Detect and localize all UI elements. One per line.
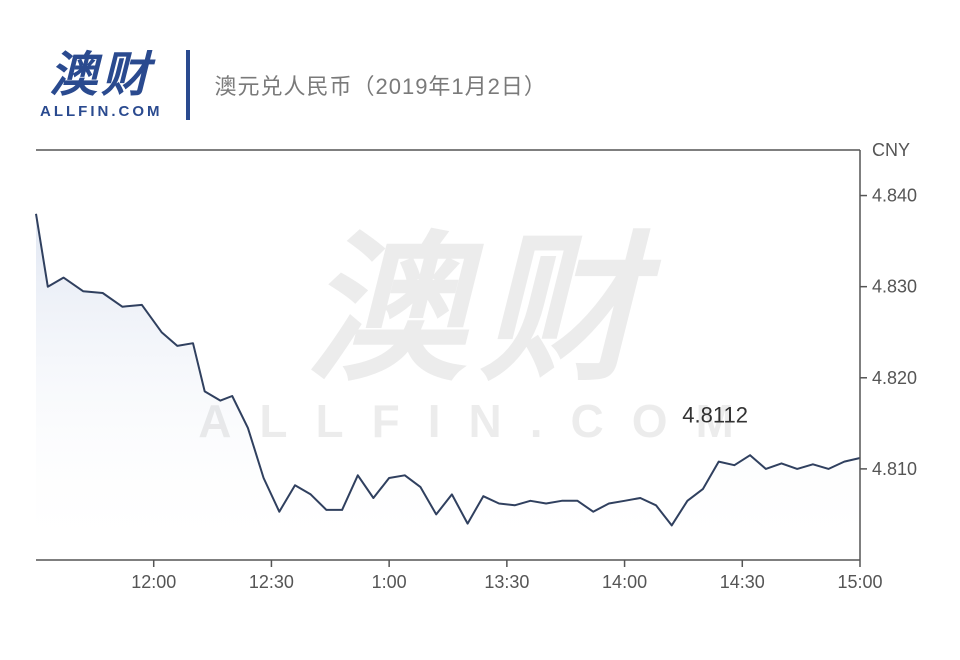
logo-cn-text: 澳财 <box>49 52 153 100</box>
chart-title: 澳元兑人民币（2019年1月2日） <box>214 69 546 101</box>
y-unit-label: CNY <box>872 140 910 160</box>
xtick-label: 12:30 <box>249 572 294 592</box>
xtick-label: 1:00 <box>372 572 407 592</box>
xtick-label: 12:00 <box>131 572 176 592</box>
area-fill <box>36 214 860 560</box>
chart-svg: 4.810 4.820 4.830 4.840 CNY 12:00 12:30 1:00 13:… <box>30 140 930 610</box>
header-divider <box>186 50 190 120</box>
logo: 澳财 ALLFIN.COM <box>40 52 162 119</box>
ytick-label: 4.840 <box>872 186 917 206</box>
price-annotation: 4.8112 <box>682 402 748 427</box>
xtick-label: 13:30 <box>484 572 529 592</box>
xtick-label: 14:00 <box>602 572 647 592</box>
xtick-label: 14:30 <box>720 572 765 592</box>
logo-en-text: ALLFIN.COM <box>40 104 162 119</box>
ytick-label: 4.810 <box>872 459 917 479</box>
ytick-label: 4.830 <box>872 277 917 297</box>
ytick-label: 4.820 <box>872 368 917 388</box>
chart-container: 澳财 ALLFIN.COM 4.8104.8204.8304.840CNY12:… <box>30 140 930 610</box>
xtick-label: 15:00 <box>837 572 882 592</box>
header: 澳财 ALLFIN.COM 澳元兑人民币（2019年1月2日） <box>0 0 960 120</box>
